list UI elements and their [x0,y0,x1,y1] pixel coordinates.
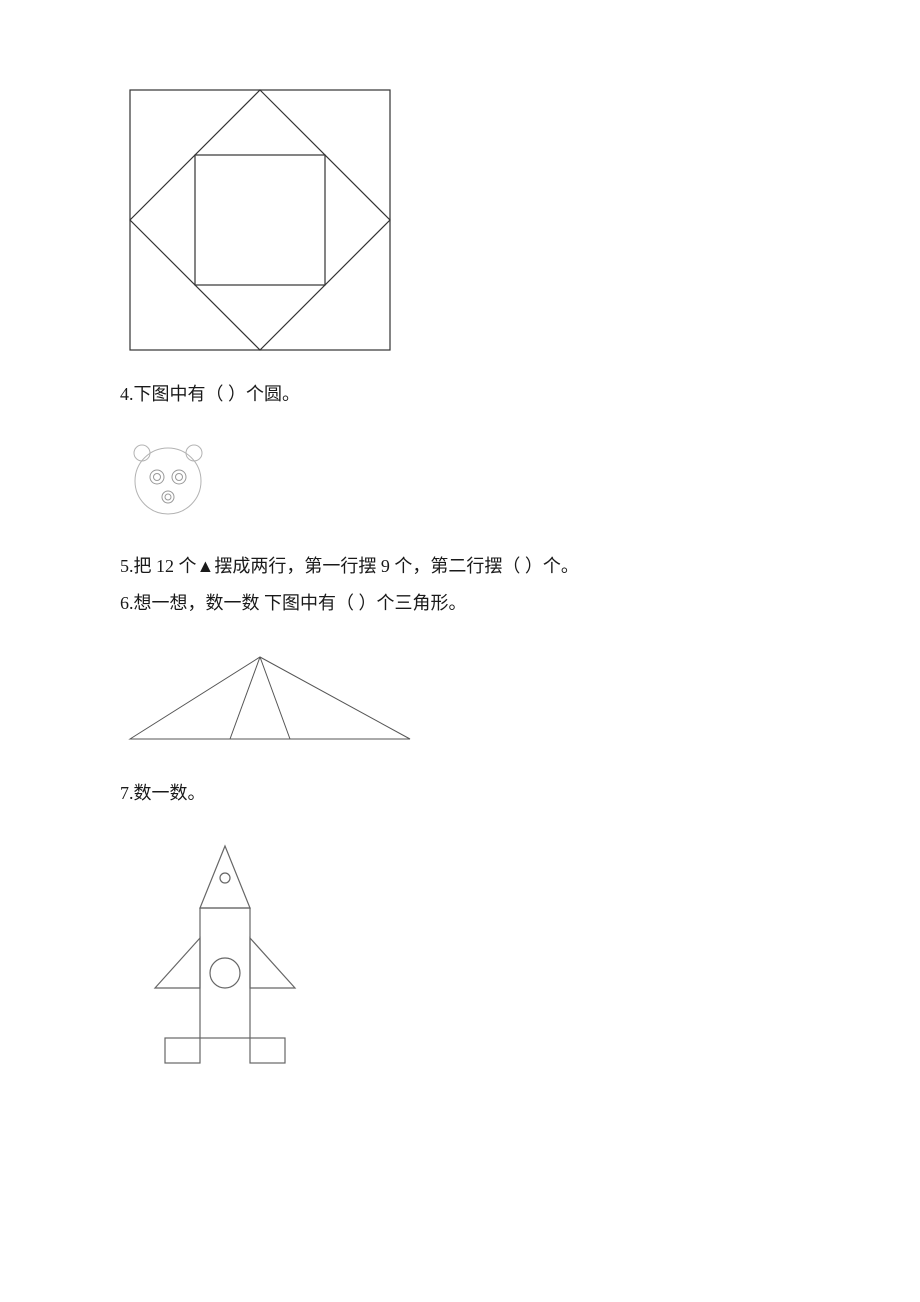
q7-wing-left [155,938,200,988]
q6-inner-line-2 [260,657,290,739]
q5-number: 5. [120,556,134,576]
q7-base-right [250,1038,285,1063]
q7-body: 数一数。 [134,783,206,803]
q7-svg [120,838,330,1078]
q6-svg [120,649,420,749]
q7-text: 7.数一数。 [120,779,800,808]
q6-text: 6.想一想，数一数 下图中有（ ）个三角形。 [120,589,800,618]
q7-number: 7. [120,783,134,803]
q3-outer-square [130,90,390,350]
q6-outer-triangle [130,657,410,739]
q4-text-before: 下图中有（ [134,384,224,404]
q6-figure [120,649,800,749]
q4-text: 4.下图中有（ ）个圆。 [120,380,800,409]
q4-eye-left-outer [150,470,164,484]
q4-svg [120,431,215,526]
q4-nose-outer [162,491,174,503]
q5-body: 把 12 个▲摆成两行，第一行摆 9 个，第二行摆（ ）个。 [134,556,579,576]
q4-eye-left-inner [154,473,161,480]
q7-figure [120,838,800,1078]
q7-wing-right [250,938,295,988]
q4-eye-right-inner [176,473,183,480]
q7-body-rect [200,908,250,1038]
q3-figure [120,80,800,360]
q7-nose-triangle [200,846,250,908]
q3-svg [120,80,400,360]
q4-eye-right-outer [172,470,186,484]
q4-nose-inner [165,494,171,500]
q4-number: 4. [120,384,134,404]
q4-face-circle [135,448,201,514]
q3-inner-square [195,155,325,285]
q7-window-circle [210,958,240,988]
q5-text: 5.把 12 个▲摆成两行，第一行摆 9 个，第二行摆（ ）个。 [120,552,800,581]
q3-mid-diamond [130,90,390,350]
q6-inner-line-1 [230,657,260,739]
q4-ear-left [134,445,150,461]
q4-text-after: ）个圆。 [228,384,300,404]
q6-number: 6. [120,593,134,613]
q4-figure [120,431,800,526]
q6-body: 想一想，数一数 下图中有（ ）个三角形。 [134,593,467,613]
worksheet-page: 4.下图中有（ ）个圆。 5.把 12 个▲摆成两行，第一行摆 9 个，第二行摆… [0,0,920,1198]
q7-top-dot-circle [220,873,230,883]
q7-base-left [165,1038,200,1063]
q4-ear-right [186,445,202,461]
